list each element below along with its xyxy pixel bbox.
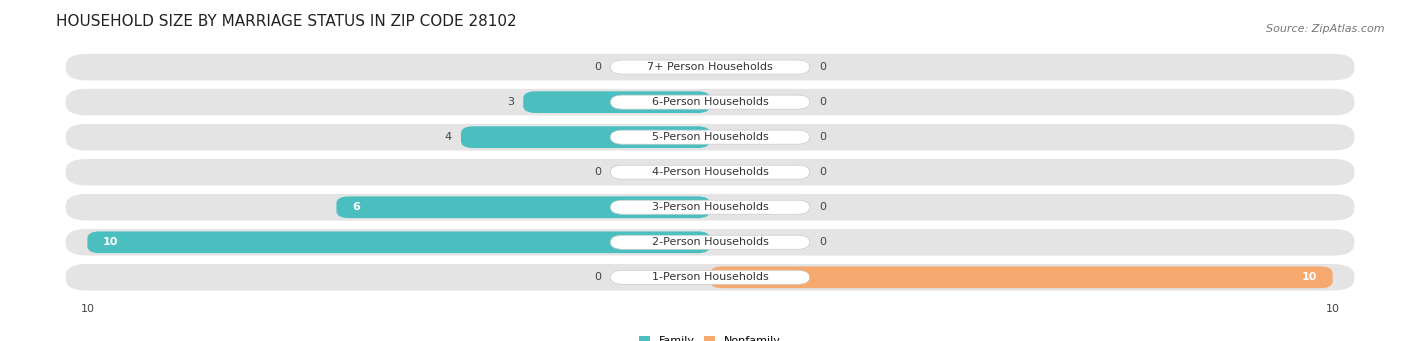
Text: 6-Person Households: 6-Person Households bbox=[651, 97, 769, 107]
Text: 4: 4 bbox=[444, 132, 451, 142]
FancyBboxPatch shape bbox=[610, 95, 810, 109]
Text: Source: ZipAtlas.com: Source: ZipAtlas.com bbox=[1267, 24, 1385, 34]
Text: 3: 3 bbox=[508, 97, 515, 107]
FancyBboxPatch shape bbox=[610, 165, 810, 179]
FancyBboxPatch shape bbox=[610, 130, 810, 144]
FancyBboxPatch shape bbox=[610, 235, 810, 249]
FancyBboxPatch shape bbox=[66, 194, 1354, 221]
Text: 2-Person Households: 2-Person Households bbox=[651, 237, 769, 247]
Text: 10: 10 bbox=[103, 237, 118, 247]
Text: 0: 0 bbox=[818, 132, 825, 142]
FancyBboxPatch shape bbox=[66, 264, 1354, 291]
FancyBboxPatch shape bbox=[66, 89, 1354, 116]
FancyBboxPatch shape bbox=[610, 270, 810, 284]
Text: 0: 0 bbox=[818, 167, 825, 177]
Text: 0: 0 bbox=[595, 167, 602, 177]
Text: 0: 0 bbox=[595, 62, 602, 72]
Text: 5-Person Households: 5-Person Households bbox=[651, 132, 769, 142]
Text: 6: 6 bbox=[352, 202, 360, 212]
Text: 3-Person Households: 3-Person Households bbox=[651, 202, 769, 212]
Text: 1-Person Households: 1-Person Households bbox=[651, 272, 769, 282]
FancyBboxPatch shape bbox=[461, 126, 710, 148]
FancyBboxPatch shape bbox=[87, 232, 710, 253]
FancyBboxPatch shape bbox=[66, 159, 1354, 186]
FancyBboxPatch shape bbox=[610, 200, 810, 214]
Text: 0: 0 bbox=[595, 272, 602, 282]
FancyBboxPatch shape bbox=[710, 266, 1333, 288]
Text: HOUSEHOLD SIZE BY MARRIAGE STATUS IN ZIP CODE 28102: HOUSEHOLD SIZE BY MARRIAGE STATUS IN ZIP… bbox=[56, 14, 517, 29]
FancyBboxPatch shape bbox=[66, 229, 1354, 256]
Text: 0: 0 bbox=[818, 202, 825, 212]
Text: 0: 0 bbox=[818, 237, 825, 247]
Text: 10: 10 bbox=[1302, 272, 1317, 282]
FancyBboxPatch shape bbox=[66, 54, 1354, 80]
FancyBboxPatch shape bbox=[66, 124, 1354, 150]
FancyBboxPatch shape bbox=[336, 196, 710, 218]
Legend: Family, Nonfamily: Family, Nonfamily bbox=[634, 331, 786, 341]
Text: 4-Person Households: 4-Person Households bbox=[651, 167, 769, 177]
Text: 7+ Person Households: 7+ Person Households bbox=[647, 62, 773, 72]
FancyBboxPatch shape bbox=[523, 91, 710, 113]
Text: 0: 0 bbox=[818, 62, 825, 72]
FancyBboxPatch shape bbox=[610, 60, 810, 74]
Text: 0: 0 bbox=[818, 97, 825, 107]
